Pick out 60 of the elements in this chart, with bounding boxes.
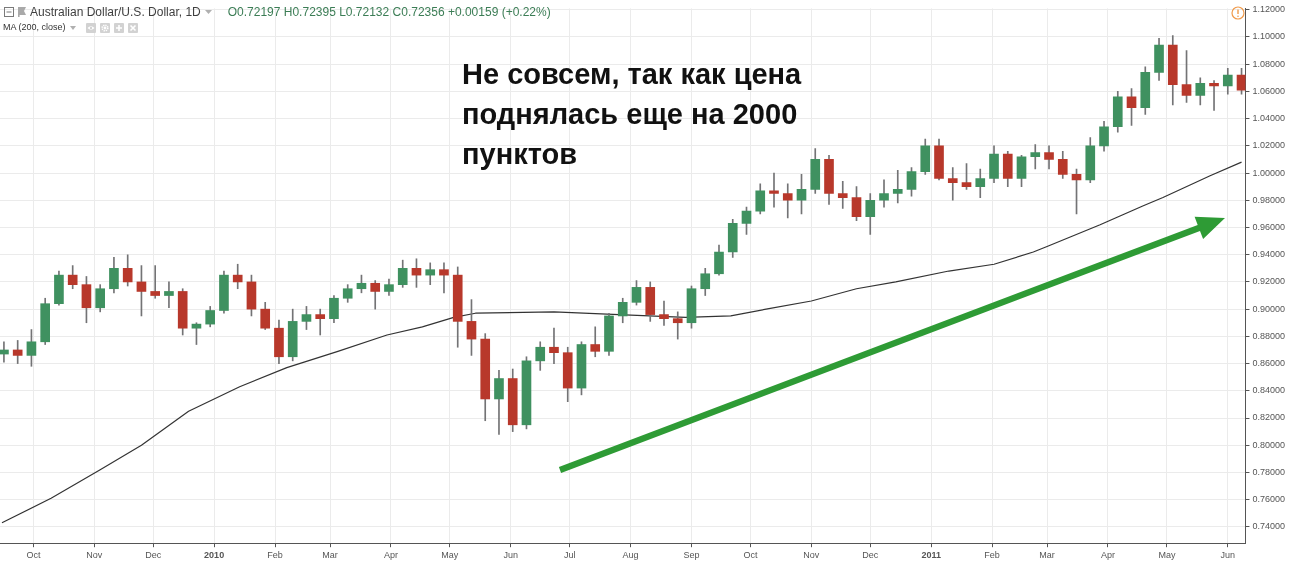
- x-tick-label: Feb: [984, 550, 1000, 561]
- y-tick-label: 0.80000: [1252, 439, 1286, 450]
- x-tick-label: 2011: [921, 550, 941, 561]
- x-tick-label: 2010: [204, 550, 225, 561]
- y-tick-label: 1.04000: [1252, 113, 1286, 124]
- x-tick-label: May: [441, 550, 459, 561]
- annotation: Не совсем, так как цена поднялась еще на 2000 пунктов: [462, 57, 803, 172]
- candlestick: [659, 300, 669, 326]
- x-tick-label: Aug: [622, 550, 639, 561]
- y-tick-label: 0.86000: [1252, 358, 1286, 369]
- chart-subtitle: O0.72197 H0.72395 L0.72132 C0.72356 +0.00159 (+0.22%): [227, 5, 551, 19]
- y-tick-label: 0.78000: [1252, 466, 1286, 477]
- x-tick-label: Oct: [26, 550, 41, 561]
- candlestick: [315, 308, 326, 336]
- chart-title: Australian Dollar/U.S. Dollar, 1D: [30, 5, 201, 19]
- candlestick: [892, 170, 903, 204]
- x-tick-label: Jun: [503, 550, 519, 561]
- x-tick-label: May: [1158, 550, 1176, 561]
- y-tick-label: 1.08000: [1252, 58, 1286, 69]
- candlestick: [150, 265, 161, 299]
- y-tick-label: 0.92000: [1252, 276, 1286, 287]
- candlestick: [1030, 144, 1041, 170]
- y-tick-label: 1.00000: [1252, 167, 1286, 178]
- y-tick-label: 1.10000: [1252, 31, 1286, 42]
- x-tick-label: Sep: [683, 550, 700, 561]
- y-tick-label: 0.96000: [1252, 221, 1286, 232]
- x-tick-label: Oct: [743, 550, 758, 561]
- x-tick-label: Jul: [563, 550, 576, 561]
- x-tick-label: Feb: [267, 550, 283, 561]
- x-tick-label: Mar: [322, 550, 338, 561]
- y-tick-label: 0.84000: [1252, 385, 1286, 396]
- x-tick-label: Dec: [862, 550, 879, 561]
- candlestick: [947, 167, 958, 201]
- candlestick: [1209, 80, 1219, 111]
- candlestick: [672, 311, 683, 340]
- x-tick-label: Apr: [1100, 550, 1115, 561]
- y-tick-label: 1.02000: [1252, 140, 1286, 151]
- x-tick-label: Nov: [803, 550, 820, 561]
- y-tick-label: 0.88000: [1252, 330, 1286, 341]
- x-tick-label: Nov: [86, 550, 103, 561]
- y-tick-label: 0.82000: [1252, 412, 1286, 423]
- candlestick: [837, 180, 848, 209]
- text: MA (200, close): [3, 22, 66, 33]
- y-tick-label: 1.06000: [1252, 85, 1286, 96]
- candlestick: [439, 262, 449, 294]
- x-tick-label: Jun: [1220, 550, 1236, 561]
- x-tick-label: Mar: [1039, 550, 1055, 561]
- candlestick: [164, 281, 174, 309]
- y-tick-label: 1.12000: [1252, 4, 1286, 15]
- candlestick: [549, 327, 559, 364]
- candlestick: [12, 340, 23, 364]
- y-tick-label: 0.90000: [1252, 303, 1286, 314]
- x-tick-label: Apr: [383, 550, 398, 561]
- y-tick-label: 0.94000: [1252, 249, 1286, 260]
- candlestick: [769, 172, 779, 208]
- y-tick-label: 0.98000: [1252, 194, 1286, 205]
- y-tick-label: 0.76000: [1252, 494, 1286, 505]
- y-tick-label: 0.74000: [1252, 521, 1286, 532]
- x-tick-label: Dec: [145, 550, 162, 561]
- candlestick: [782, 183, 793, 219]
